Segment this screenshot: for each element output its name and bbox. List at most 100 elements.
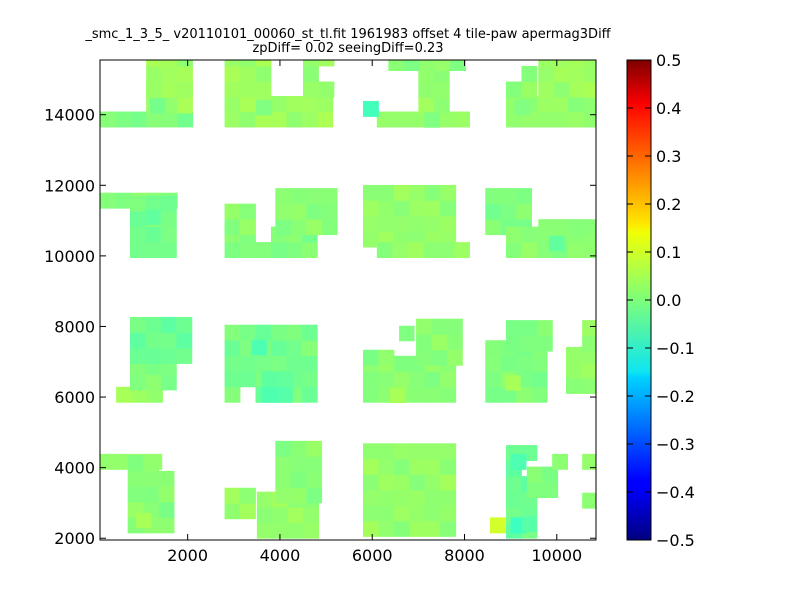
heatmap-cell [388,60,405,71]
heatmap-cell [409,520,426,537]
heatmap-cell [143,470,159,487]
heatmap-cell [286,242,303,259]
heatmap-cell [363,458,379,475]
heatmap-cell [286,111,303,128]
heatmap-cell [434,60,451,71]
heatmap-cell [145,332,162,349]
heatmap-cell [521,81,538,98]
heatmap-cell [224,386,241,403]
heatmap-cell [149,98,166,114]
heatmap-cell [306,456,323,473]
heatmap-cell [583,242,596,259]
heatmap-cell [286,355,303,372]
heatmap-cell [270,242,287,259]
heatmap-cell [393,474,410,491]
heatmap-cell [424,474,441,491]
heatmap-cell [363,489,379,506]
heatmap-cell [129,316,146,333]
heatmap-cell [303,507,320,524]
heatmap-cell [301,371,318,388]
heatmap-cell [177,111,194,128]
heatmap-cell [161,60,178,67]
heatmap-cell [569,81,586,98]
heatmap-cell [536,111,553,128]
heatmap-cell [378,520,395,537]
y-tick-label: 4000 [54,459,95,478]
plot-frame [99,59,597,541]
x-tick-label: 10000 [531,546,582,565]
heatmap-cell [440,474,457,491]
heatmap-cell [516,203,533,220]
heatmap-cell [538,81,555,98]
heatmap-cell [393,200,410,217]
heatmap-cell [536,335,553,352]
heatmap-cell [240,203,256,220]
heatmap-cell [261,386,278,403]
heatmap-cell [256,507,273,524]
heatmap-cell [521,242,538,259]
colorbar-tick-label: −0.1 [656,339,695,358]
heatmap-cell [516,355,533,372]
heatmap-cell [424,371,441,388]
heatmap-cell [161,97,178,114]
heatmap-cell [301,324,318,341]
y-tick-label: 6000 [54,388,95,407]
heatmap-cell [521,320,538,337]
heatmap-cell [224,219,241,236]
heatmap-cell [583,111,596,128]
heatmap-cell [424,458,441,475]
heatmap-cell [256,99,272,116]
heatmap-cell [301,386,318,403]
chart-title: _smc_1_3_5_ v20110101_00060_st_tl.fit 19… [84,27,611,42]
heatmap-cell [160,211,177,227]
colorbar-tick-label: −0.5 [656,531,695,550]
heatmap-cell [440,371,457,388]
heatmap-cell [584,66,596,82]
heatmap-cell [506,111,522,128]
heatmap-cell [303,66,319,82]
heatmap-cell [521,66,538,82]
heatmap-cell [100,453,116,470]
colorbar-tick-label: −0.3 [656,435,695,454]
heatmap-cell [418,81,435,98]
heatmap-cell [270,324,287,341]
heatmap-cell [306,440,323,457]
heatmap-cell [514,99,530,116]
heatmap-cell [376,111,393,128]
heatmap-cell [130,111,147,128]
heatmap-cell [301,111,318,128]
heatmap-cell [224,111,241,128]
heatmap-cell [255,355,272,372]
heatmap-cell [418,97,435,114]
heatmap-cell [145,374,162,391]
heatmap-cell [569,219,586,236]
heatmap-cell [321,219,338,236]
heatmap-cell [553,219,570,236]
heatmap-cell [542,466,559,483]
heatmap-cell [505,375,521,391]
heatmap-cell [290,188,307,205]
heatmap-cells [100,60,596,539]
heatmap-cell [145,209,161,225]
heatmap-cell [506,81,522,98]
heatmap-cell [363,520,379,537]
heatmap-cell [275,440,292,457]
heatmap-cell [521,516,537,532]
heatmap-cell [403,60,420,71]
y-tick-label: 14000 [44,106,95,125]
heatmap-cell [409,386,426,403]
heatmap-cell [506,226,522,243]
y-tick-label: 8000 [54,317,95,336]
heatmap-cell [393,216,410,232]
heatmap-cell [116,386,133,403]
heatmap-cell [143,486,159,503]
heatmap-cell [146,60,162,67]
heatmap-cell [424,112,440,128]
heatmap-cell [536,242,553,259]
heatmap-cell [485,340,502,357]
heatmap-cell [378,371,395,388]
heatmap-cell [363,505,379,522]
colorbar-tick-label: 0.0 [656,291,681,310]
heatmap-cell [177,66,193,82]
